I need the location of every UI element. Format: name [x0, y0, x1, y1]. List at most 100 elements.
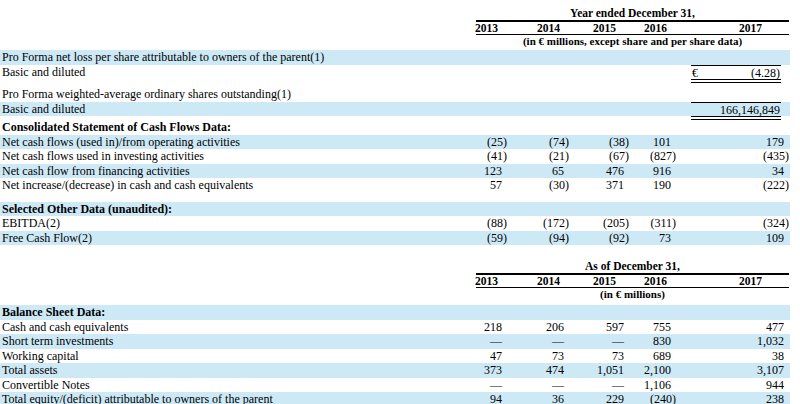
value-cell: 166,146,849: [677, 102, 790, 118]
value-cell: 218: [440, 320, 508, 335]
row-label: Net cash flows used in investing activit…: [0, 149, 440, 164]
section-header-row: Consolidated Statement of Cash Flows Dat…: [0, 120, 790, 135]
value-cell: [440, 50, 508, 65]
year-header: 2014: [508, 275, 570, 287]
year-header: 2017: [677, 22, 790, 34]
value-cell: (21): [508, 149, 570, 164]
table-row: Cash and cash equivalents 218 206 597 75…: [0, 320, 790, 335]
row-label: EBITDA(2): [0, 216, 440, 231]
value-cell: 689: [630, 349, 677, 364]
value-cell: [630, 87, 677, 102]
row-label: Free Cash Flow(2): [0, 231, 440, 246]
year-header: 2013: [440, 22, 508, 34]
year-header: 2016: [630, 22, 677, 34]
row-label: Pro Forma weighted-average ordinary shar…: [0, 87, 440, 102]
value-cell: [508, 120, 570, 135]
year-header: 2014: [508, 22, 570, 34]
value-cell: € (4.28): [677, 65, 790, 81]
value-cell: —: [508, 378, 570, 393]
year-header: 2015: [570, 22, 630, 34]
value-cell: (74): [508, 135, 570, 150]
value-cell: 34: [677, 164, 790, 179]
value-cell: [570, 65, 630, 81]
section-header-row: Balance Sheet Data:: [0, 305, 790, 320]
value-cell: (311): [630, 216, 677, 231]
value-cell: [570, 305, 630, 320]
value-cell: 57: [440, 178, 508, 193]
value-cell: 373: [440, 363, 508, 378]
year-header-row: 2013 2014 2015 2016 2017: [0, 275, 790, 287]
value-cell: (88): [440, 216, 508, 231]
value-cell: [440, 305, 508, 320]
value-cell: (324): [677, 216, 790, 231]
value-cell: —: [570, 334, 630, 349]
unit-note: (in € millions, except share and per sha…: [476, 35, 789, 48]
value-cell: [630, 65, 677, 81]
value-cell: (435): [677, 149, 790, 164]
empty-header-cell: [0, 22, 440, 34]
value-cell: 1,051: [570, 363, 630, 378]
year-header: 2016: [630, 275, 677, 287]
table-period-title: As of December 31,: [476, 260, 789, 273]
value-cell: [570, 50, 630, 65]
value-cell: 206: [508, 320, 570, 335]
value-cell: 73: [570, 349, 630, 364]
value-cell: [570, 202, 630, 217]
value-cell: 36: [508, 392, 570, 404]
value-cell: 38: [677, 349, 790, 364]
value-cell: [508, 50, 570, 65]
value-cell: 123: [440, 164, 508, 179]
table-row: Pro Forma net loss per share attributabl…: [0, 50, 790, 65]
value-cell: 476: [570, 164, 630, 179]
value-cell: 2,100: [630, 363, 677, 378]
row-label: Total assets: [0, 363, 440, 378]
value-cell: [508, 305, 570, 320]
value-cell: 94: [440, 392, 508, 404]
value-cell: [677, 305, 790, 320]
value-cell: (222): [677, 178, 790, 193]
value-cell: 73: [508, 349, 570, 364]
table-row: Free Cash Flow(2) (59) (94) (92) 73 109: [0, 231, 790, 246]
table-row: Convertible Notes — — — 1,106 944: [0, 378, 790, 393]
euro-symbol: €: [692, 66, 698, 81]
value-cell: (59): [440, 231, 508, 246]
value-cell: [570, 120, 630, 135]
value-cell: [677, 202, 790, 217]
unit-note: (in € millions): [476, 288, 789, 301]
value-cell: 830: [630, 334, 677, 349]
value-cell: (94): [508, 231, 570, 246]
value-cell: (92): [570, 231, 630, 246]
value-cell: [440, 202, 508, 217]
value-cell: 477: [677, 320, 790, 335]
value-cell: 65: [508, 164, 570, 179]
value-cell: 371: [570, 178, 630, 193]
empty-header-cell: [0, 275, 440, 287]
table-row: Basic and diluted 166,146,849: [0, 102, 790, 117]
table-row: Net increase/(decrease) in cash and cash…: [0, 178, 790, 193]
value-cell: (240): [630, 392, 677, 404]
value-cell: 238: [677, 392, 790, 404]
section-label: Balance Sheet Data:: [0, 305, 440, 320]
value-cell: [677, 120, 790, 135]
value-cell: [508, 202, 570, 217]
table-row: Net cash flows used in investing activit…: [0, 149, 790, 164]
value-cell: 916: [630, 164, 677, 179]
value-cell: (827): [630, 149, 677, 164]
year-header-row: 2013 2014 2015 2016 2017: [0, 22, 790, 34]
value-cell: [630, 120, 677, 135]
value-cell: [677, 50, 790, 65]
row-label: Working capital: [0, 349, 440, 364]
value-cell: —: [508, 334, 570, 349]
value-cell: —: [440, 378, 508, 393]
value-cell: 1,106: [630, 378, 677, 393]
row-label: Short term investments: [0, 334, 440, 349]
value-cell: 47: [440, 349, 508, 364]
value-cell: [630, 50, 677, 65]
row-label: Net cash flows (used in)/from operating …: [0, 135, 440, 150]
value-cell: [440, 120, 508, 135]
value-cell: [677, 87, 790, 102]
value-cell: 3,107: [677, 363, 790, 378]
value-cell: [440, 102, 508, 118]
value-cell: 109: [677, 231, 790, 246]
value-cell: [508, 87, 570, 102]
